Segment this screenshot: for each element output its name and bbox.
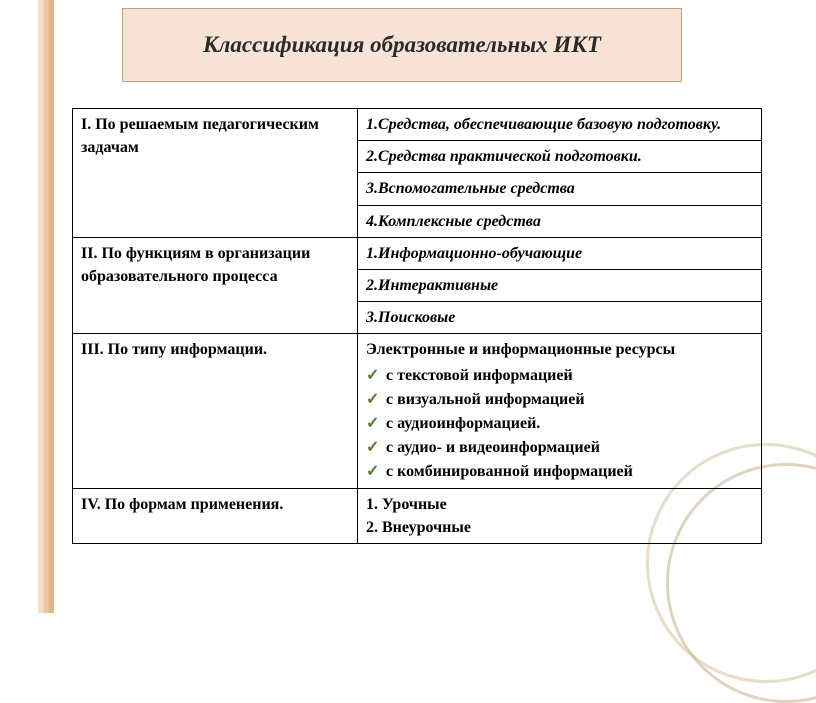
section3-intro: Электронные и информационные ресурсы: [366, 338, 753, 361]
section2-heading: II. По функциям в организации образовате…: [73, 237, 358, 334]
list-item: с комбинированной информацией: [366, 460, 753, 484]
section2-item3: 3.Поисковые: [358, 302, 762, 334]
list-item: с аудиоинформацией.: [366, 412, 753, 436]
section2-item1: 1.Информационно-обучающие: [358, 237, 762, 269]
list-item: с текстовой информацией: [366, 364, 753, 388]
section1-item1: 1.Средства, обеспечивающие базовую подго…: [358, 109, 762, 141]
list-item: с визуальной информацией: [366, 388, 753, 412]
section3-heading: III. По типу информации.: [73, 334, 358, 488]
decorative-left-stripe: [38, 0, 54, 613]
section1-item4: 4.Комплексные средства: [358, 205, 762, 237]
section2-item2: 2.Интерактивные: [358, 269, 762, 301]
section1-item2: 2.Средства практической подготовки.: [358, 141, 762, 173]
section1-item3: 3.Вспомогательные средства: [358, 173, 762, 205]
section4-content: 1. Урочные 2. Внеурочные: [358, 488, 762, 543]
section4-item1: 1. Урочные: [366, 493, 753, 516]
page-title: Классификация образовательных ИКТ: [203, 32, 601, 58]
section4-heading: IV. По формам применения.: [73, 488, 358, 543]
section3-checklist: с текстовой информацией с визуальной инф…: [366, 364, 753, 484]
section1-heading: I. По решаемым педагогическим задачам: [73, 109, 358, 238]
classification-table: I. По решаемым педагогическим задачам 1.…: [72, 108, 762, 544]
table-row: IV. По формам применения. 1. Урочные 2. …: [73, 488, 762, 543]
list-item: с аудио- и видеоинформацией: [366, 436, 753, 460]
table-row: I. По решаемым педагогическим задачам 1.…: [73, 109, 762, 141]
section4-item2: 2. Внеурочные: [366, 516, 753, 539]
table-row: III. По типу информации. Электронные и и…: [73, 334, 762, 488]
section3-content: Электронные и информационные ресурсы с т…: [358, 334, 762, 488]
title-container: Классификация образовательных ИКТ: [122, 8, 682, 82]
table-row: II. По функциям в организации образовате…: [73, 237, 762, 269]
